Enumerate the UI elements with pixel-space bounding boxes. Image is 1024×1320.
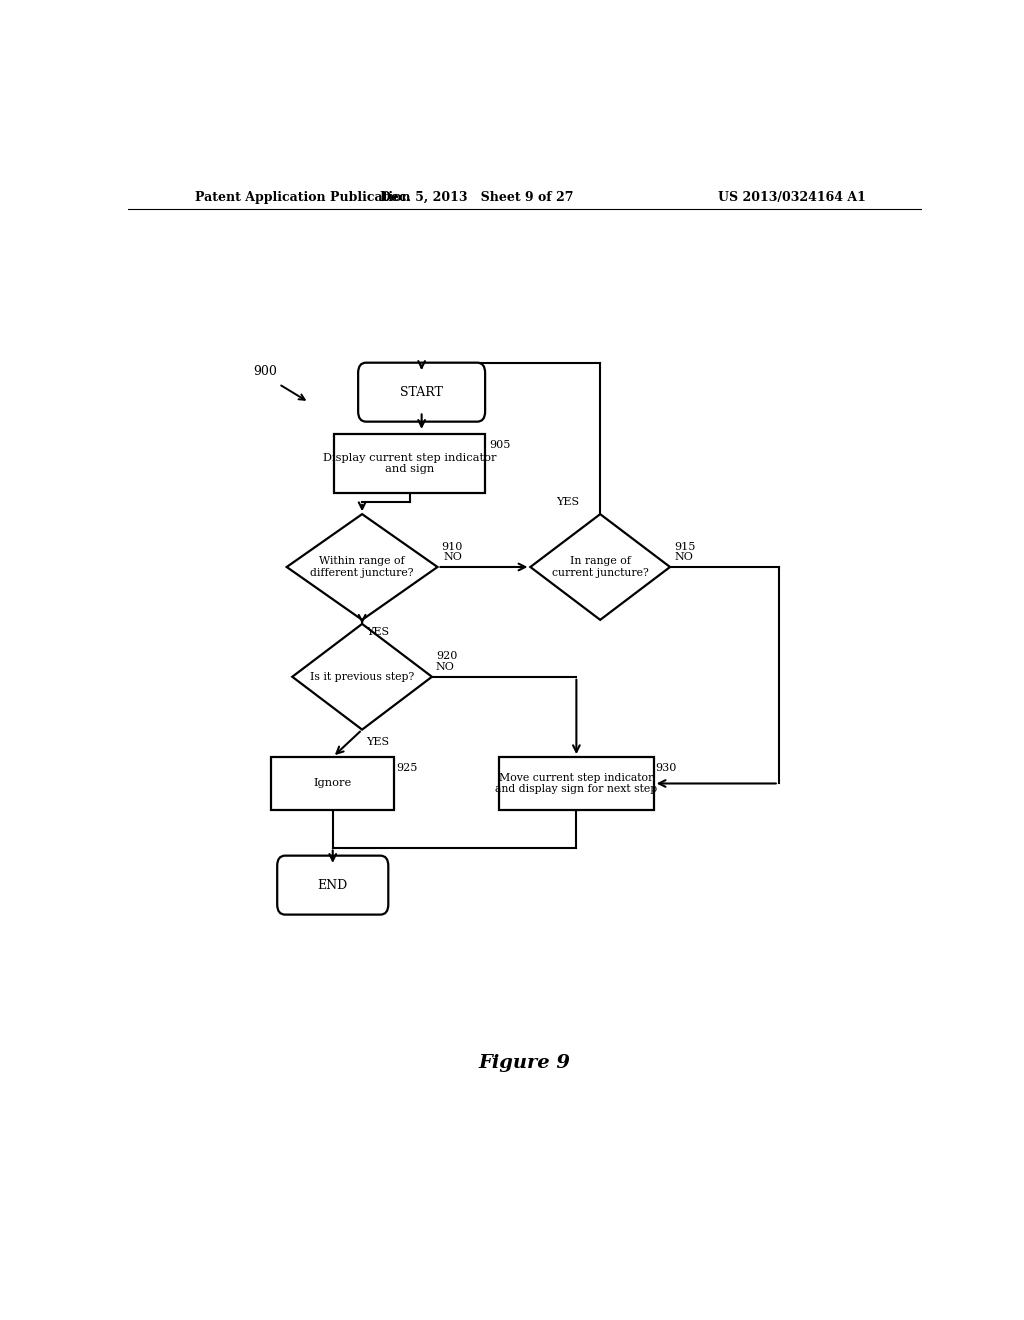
Text: Patent Application Publication: Patent Application Publication [196, 190, 411, 203]
Text: 925: 925 [396, 763, 418, 774]
Text: 910: 910 [441, 541, 463, 552]
Text: In range of
current juncture?: In range of current juncture? [552, 556, 648, 578]
Text: YES: YES [556, 496, 580, 507]
Text: NO: NO [674, 552, 693, 562]
Text: END: END [317, 879, 348, 891]
Text: 920: 920 [436, 652, 458, 661]
Text: Ignore: Ignore [313, 779, 352, 788]
Text: Display current step indicator
and sign: Display current step indicator and sign [323, 453, 497, 474]
Text: NO: NO [443, 552, 463, 562]
Polygon shape [292, 624, 432, 730]
Polygon shape [530, 515, 670, 620]
Text: 915: 915 [674, 541, 695, 552]
Text: Move current step indicator
and display sign for next step: Move current step indicator and display … [496, 772, 657, 795]
FancyBboxPatch shape [358, 363, 485, 421]
Text: Is it previous step?: Is it previous step? [310, 672, 415, 681]
FancyBboxPatch shape [499, 758, 653, 810]
Text: 900: 900 [253, 366, 278, 379]
Text: START: START [400, 385, 443, 399]
Polygon shape [287, 515, 437, 620]
FancyBboxPatch shape [278, 855, 388, 915]
Text: 905: 905 [489, 440, 510, 450]
FancyBboxPatch shape [271, 758, 394, 810]
FancyBboxPatch shape [334, 434, 485, 492]
Text: US 2013/0324164 A1: US 2013/0324164 A1 [718, 190, 866, 203]
Text: Within range of
different juncture?: Within range of different juncture? [310, 556, 414, 578]
Text: YES: YES [367, 627, 389, 638]
Text: 930: 930 [655, 763, 677, 774]
Text: Dec. 5, 2013   Sheet 9 of 27: Dec. 5, 2013 Sheet 9 of 27 [381, 190, 573, 203]
Text: NO: NO [436, 661, 455, 672]
Text: YES: YES [367, 737, 389, 747]
Text: Figure 9: Figure 9 [479, 1053, 570, 1072]
